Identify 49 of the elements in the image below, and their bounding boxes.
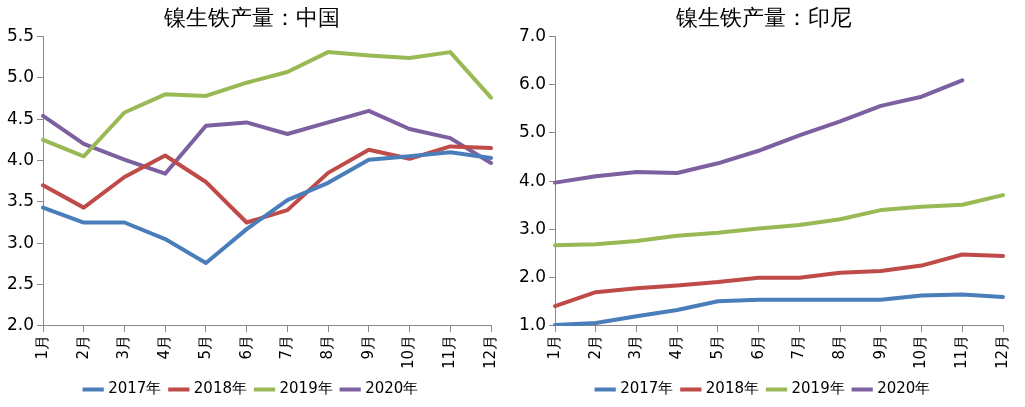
x-tick-label: 5月 [707,334,726,360]
x-tick-label: 11月 [440,334,459,370]
chart-title: 镍生铁产量：印尼 [675,4,852,30]
legend-label: 2018年 [193,379,248,398]
x-tick-label: 1月 [32,334,51,360]
x-tick-label: 2月 [73,334,92,360]
y-tick-label: 4.0 [518,169,547,190]
y-tick-label: 6.0 [518,73,547,94]
x-tick-label: 9月 [870,334,889,360]
legend-label: 2017年 [108,379,162,398]
x-tick-label: 4月 [667,334,686,360]
chart-title: 镍生铁产量：中国 [163,4,340,30]
y-tick-label: 5.5 [6,24,35,45]
x-tick-label: 7月 [277,334,296,360]
legend-label: 2020年 [877,379,931,398]
legend-label: 2017年 [620,379,674,398]
y-tick-label: 2.5 [6,272,35,293]
y-tick-label: 2.0 [6,314,35,335]
x-tick-label: 9月 [358,334,377,360]
legend-label: 2018年 [705,379,760,398]
y-tick-label: 4.5 [6,107,35,128]
y-tick-label: 3.0 [6,231,35,252]
x-tick-label: 1月 [544,334,563,360]
y-tick-label: 5.0 [518,121,547,142]
legend-label: 2019年 [279,379,333,398]
x-tick-label: 6月 [748,334,767,360]
x-tick-label: 10月 [911,334,930,370]
y-tick-label: 7.0 [518,24,547,45]
x-tick-label: 8月 [317,334,336,360]
x-tick-label: 3月 [626,334,645,360]
y-tick-label: 1.0 [518,314,547,335]
legend-label: 2020年 [365,379,419,398]
x-tick-label: 3月 [114,334,133,360]
x-tick-label: 4月 [155,334,174,360]
x-tick-label: 12月 [992,334,1011,370]
x-tick-label: 11月 [952,334,971,370]
x-tick-label: 6月 [236,334,255,360]
x-tick-label: 12月 [480,334,499,370]
legend-label: 2019年 [791,379,845,398]
y-tick-label: 3.5 [6,190,35,211]
y-tick-label: 5.0 [6,66,35,87]
y-tick-label: 2.0 [518,266,547,287]
x-tick-label: 5月 [195,334,214,360]
x-tick-label: 8月 [829,334,848,360]
x-tick-label: 7月 [789,334,808,360]
x-tick-label: 2月 [585,334,604,360]
y-tick-label: 4.0 [6,148,35,169]
x-tick-label: 10月 [399,334,418,370]
y-tick-label: 3.0 [518,217,547,238]
